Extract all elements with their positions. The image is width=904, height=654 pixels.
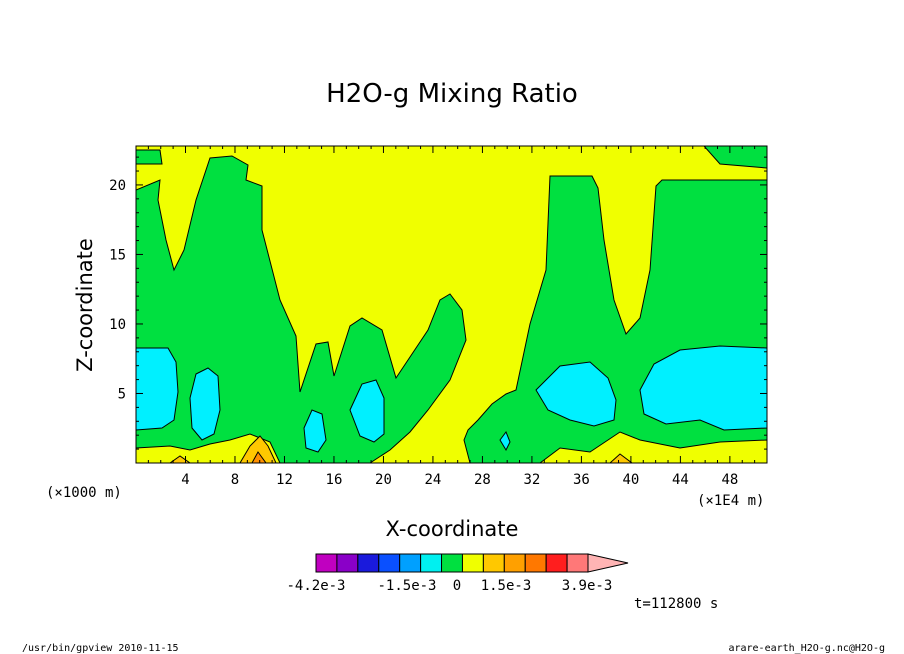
- green-region-top-left: [136, 149, 163, 165]
- colorbar-swatch: [336, 553, 359, 573]
- x-tick-label: 44: [672, 472, 689, 488]
- x-tick-label: 16: [326, 472, 343, 488]
- x-axis-label: X-coordinate: [386, 517, 519, 541]
- colorbar-swatch: [566, 553, 589, 573]
- colorbar-swatch: [524, 553, 547, 573]
- x-tick-label: 24: [425, 472, 442, 488]
- y-axis-label: Z-coordinate: [73, 238, 97, 372]
- colorbar-swatch: [461, 553, 484, 573]
- x-axis-ticks: 4 8 12 16 20 24 28 32 36 40 44 48: [147, 146, 756, 488]
- colorbar-swatch: [441, 553, 463, 573]
- y-tick-label: 20: [109, 178, 126, 194]
- time-label: t=112800 s: [634, 596, 718, 612]
- chart-title: H2O-g Mixing Ratio: [326, 79, 578, 109]
- y-tick-label: 15: [109, 247, 126, 263]
- x-scale-note: (×1E4 m): [697, 493, 764, 509]
- colorbar-label: 0: [453, 578, 461, 594]
- x-tick-label: 32: [523, 472, 540, 488]
- orange-region-1: [239, 435, 277, 463]
- x-tick-label: 4: [181, 472, 189, 488]
- colorbar-swatch: [503, 553, 526, 573]
- colorbar-label: -1.5e-3: [377, 578, 436, 594]
- y-axis-ticks: 5 10 15 20: [109, 156, 767, 450]
- x-tick-label: 20: [375, 472, 392, 488]
- cyan-region-right-2: [639, 345, 767, 431]
- cyan-region-2: [189, 367, 221, 441]
- x-tick-label: 40: [622, 472, 639, 488]
- cyan-region-left: [136, 347, 179, 431]
- colorbar-label: 3.9e-3: [562, 578, 613, 594]
- colorbar-arrow: [587, 553, 629, 573]
- colorbar-swatch: [378, 553, 401, 573]
- footer-left: /usr/bin/gpview 2010-11-15: [22, 643, 179, 654]
- x-tick-label: 8: [231, 472, 239, 488]
- footer-right: arare-earth_H2O-g.nc@H2O-g: [728, 643, 885, 654]
- orange-region-4: [609, 453, 633, 463]
- plot-frame: [135, 145, 768, 464]
- colorbar-swatch: [315, 553, 338, 573]
- colorbar-swatch: [357, 553, 380, 573]
- colorbar-swatch: [420, 553, 443, 573]
- x-tick-label: 48: [721, 472, 738, 488]
- cyan-region-right-1: [535, 361, 617, 427]
- cyan-region-5: [499, 430, 511, 452]
- colorbar-swatch: [399, 553, 422, 573]
- colorbar-label: -4.2e-3: [286, 578, 345, 594]
- yellow-region-bottom-2: [539, 431, 767, 463]
- cyan-region-3: [303, 409, 327, 453]
- x-tick-label: 36: [573, 472, 590, 488]
- y-tick-label: 10: [109, 317, 126, 333]
- orange-region-2: [251, 451, 267, 463]
- y-scale-note: (×1000 m): [46, 485, 122, 501]
- plot-area: [136, 146, 767, 463]
- y-tick-label: 5: [118, 386, 126, 402]
- colorbar-labels: -4.2e-3 -1.5e-3 0 1.5e-3 3.9e-3: [286, 578, 612, 594]
- green-region-top-right: [703, 146, 767, 169]
- x-tick-label: 12: [276, 472, 293, 488]
- colorbar-swatch: [545, 553, 568, 573]
- x-tick-label: 28: [474, 472, 491, 488]
- colorbar-label: 1.5e-3: [481, 578, 532, 594]
- cyan-region-4: [349, 379, 385, 443]
- colorbar: [315, 553, 629, 573]
- colorbar-swatch: [482, 553, 505, 573]
